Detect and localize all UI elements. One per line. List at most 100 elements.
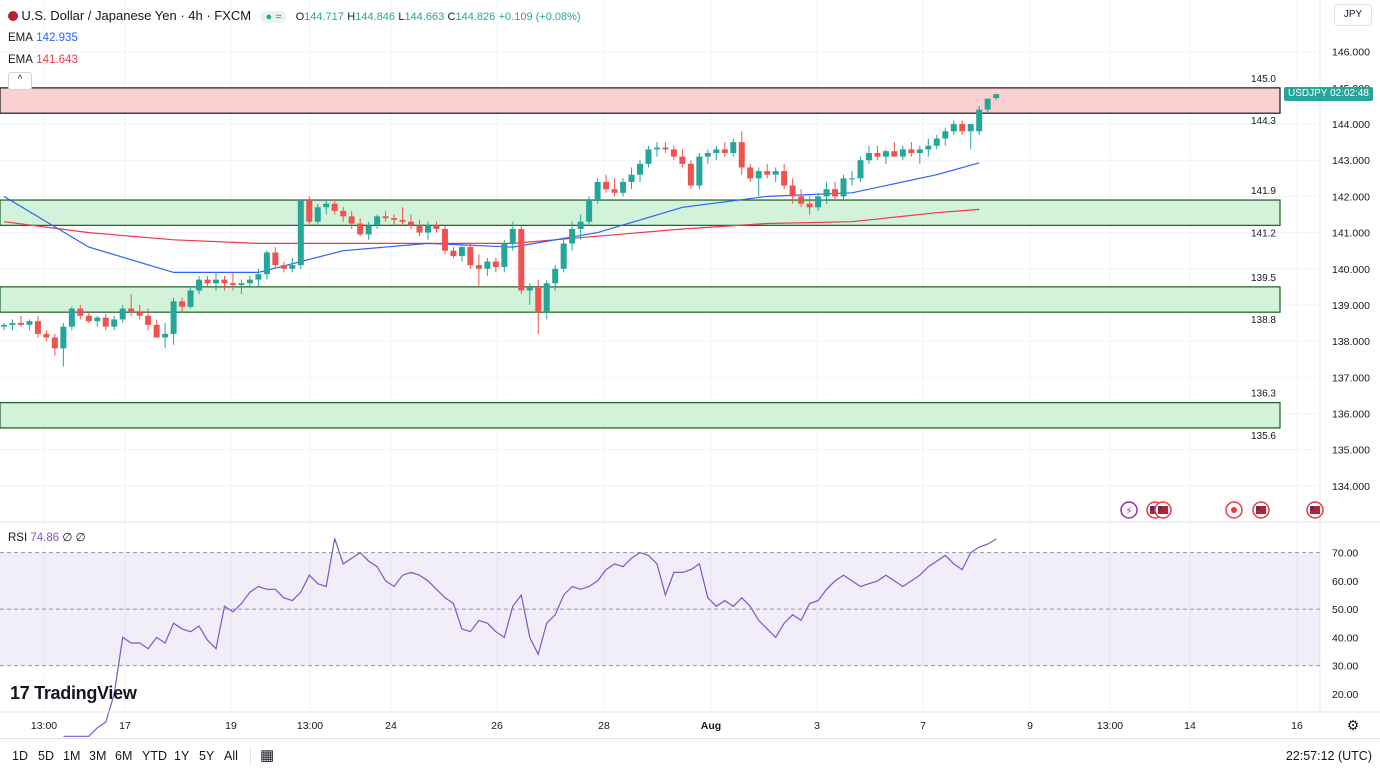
- lightning-icon[interactable]: [1120, 501, 1138, 519]
- candle-body[interactable]: [323, 203, 330, 208]
- candle-body[interactable]: [704, 153, 711, 157]
- ema-fast-legend[interactable]: EMA 142.935: [8, 30, 78, 44]
- candle-body[interactable]: [213, 279, 219, 284]
- candle-body[interactable]: [280, 265, 287, 269]
- ema-slow-legend[interactable]: EMA 141.643: [8, 52, 78, 66]
- candle-body[interactable]: [959, 124, 966, 132]
- candle-body[interactable]: [916, 149, 923, 153]
- candle-body[interactable]: [832, 189, 839, 197]
- candle-body[interactable]: [153, 324, 160, 338]
- candle-body[interactable]: [17, 323, 24, 325]
- candle-body[interactable]: [408, 221, 415, 226]
- candle-body[interactable]: [43, 333, 50, 338]
- candle-body[interactable]: [645, 149, 652, 164]
- candle-body[interactable]: [518, 228, 525, 291]
- candle-body[interactable]: [976, 109, 983, 132]
- candle-body[interactable]: [696, 156, 703, 186]
- candle-body[interactable]: [119, 308, 126, 320]
- candle-body[interactable]: [891, 151, 898, 157]
- candle-body[interactable]: [806, 203, 813, 208]
- candle-body[interactable]: [620, 181, 627, 193]
- timeframe-1y[interactable]: 1Y: [174, 749, 190, 763]
- candle-body[interactable]: [348, 216, 355, 224]
- candle-body[interactable]: [306, 200, 313, 222]
- candle-body[interactable]: [993, 94, 1000, 99]
- candle-body[interactable]: [255, 274, 262, 280]
- candle-body[interactable]: [85, 315, 92, 322]
- candle-body[interactable]: [857, 160, 864, 179]
- candle-body[interactable]: [653, 147, 660, 150]
- candle-body[interactable]: [314, 207, 321, 222]
- candle-body[interactable]: [755, 171, 762, 179]
- candle-body[interactable]: [272, 252, 279, 266]
- candle-body[interactable]: [77, 308, 84, 316]
- candle-body[interactable]: [594, 181, 601, 201]
- candle-body[interactable]: [942, 131, 949, 139]
- candle-body[interactable]: [721, 149, 728, 153]
- candle-body[interactable]: [552, 268, 559, 284]
- candle-body[interactable]: [441, 228, 448, 251]
- candle-body[interactable]: [874, 153, 881, 157]
- candle-body[interactable]: [560, 243, 567, 269]
- candle-body[interactable]: [475, 265, 482, 269]
- candle-body[interactable]: [747, 167, 754, 179]
- resistance-zone[interactable]: [0, 87, 1281, 114]
- candle-body[interactable]: [94, 317, 101, 322]
- candle-body[interactable]: [382, 216, 389, 219]
- candle-body[interactable]: [136, 312, 143, 316]
- candle-body[interactable]: [569, 228, 576, 244]
- utc-clock[interactable]: 22:57:12 (UTC): [1285, 749, 1372, 763]
- settings-gear-icon[interactable]: ⚙: [1346, 717, 1360, 733]
- candle-body[interactable]: [416, 225, 423, 233]
- candle-body[interactable]: [713, 149, 720, 153]
- candle-body[interactable]: [637, 163, 643, 175]
- candle-body[interactable]: [484, 261, 491, 269]
- candle-body[interactable]: [543, 283, 550, 313]
- candle-body[interactable]: [357, 223, 364, 235]
- candle-body[interactable]: [289, 265, 296, 269]
- candle-body[interactable]: [458, 247, 465, 257]
- candle-body[interactable]: [450, 250, 457, 257]
- candle-body[interactable]: [738, 142, 745, 168]
- symbol-title[interactable]: U.S. Dollar / Japanese Yen · 4h · FXCM: [21, 8, 252, 23]
- candle-body[interactable]: [365, 225, 372, 235]
- candle-body[interactable]: [662, 147, 669, 150]
- candle-body[interactable]: [933, 138, 940, 146]
- candle-body[interactable]: [882, 151, 889, 157]
- candle-body[interactable]: [865, 153, 872, 161]
- candle-body[interactable]: [221, 279, 228, 284]
- candle-body[interactable]: [679, 156, 686, 164]
- candle-body[interactable]: [586, 200, 593, 222]
- candle-body[interactable]: [238, 283, 245, 286]
- candle-body[interactable]: [535, 286, 542, 313]
- candle-body[interactable]: [162, 333, 169, 338]
- candle-body[interactable]: [229, 283, 236, 286]
- candle-body[interactable]: [26, 321, 33, 325]
- candle-body[interactable]: [68, 308, 75, 327]
- candle-body[interactable]: [170, 301, 177, 334]
- candle-body[interactable]: [764, 171, 771, 175]
- candle-body[interactable]: [815, 196, 822, 208]
- candle-body[interactable]: [849, 178, 855, 180]
- candle-body[interactable]: [111, 319, 118, 327]
- support-zone[interactable]: [0, 286, 1281, 313]
- candle-body[interactable]: [772, 171, 779, 175]
- candle-body[interactable]: [670, 149, 677, 157]
- candle-body[interactable]: [60, 326, 67, 349]
- collapse-legend-button[interactable]: ^: [8, 72, 32, 90]
- candle-body[interactable]: [899, 149, 906, 157]
- candle-body[interactable]: [331, 203, 338, 211]
- support-zone[interactable]: [0, 199, 1281, 226]
- timeframe-1m[interactable]: 1M: [63, 749, 81, 763]
- candle-body[interactable]: [399, 219, 406, 222]
- candle-body[interactable]: [102, 317, 109, 327]
- timeframe-3m[interactable]: 3M: [89, 749, 107, 763]
- candle-body[interactable]: [145, 315, 152, 325]
- candle-body[interactable]: [34, 321, 41, 334]
- candle-body[interactable]: [509, 228, 516, 244]
- candle-body[interactable]: [340, 210, 347, 217]
- candle-body[interactable]: [577, 221, 584, 229]
- candle-body[interactable]: [179, 301, 186, 307]
- candle-body[interactable]: [297, 200, 304, 266]
